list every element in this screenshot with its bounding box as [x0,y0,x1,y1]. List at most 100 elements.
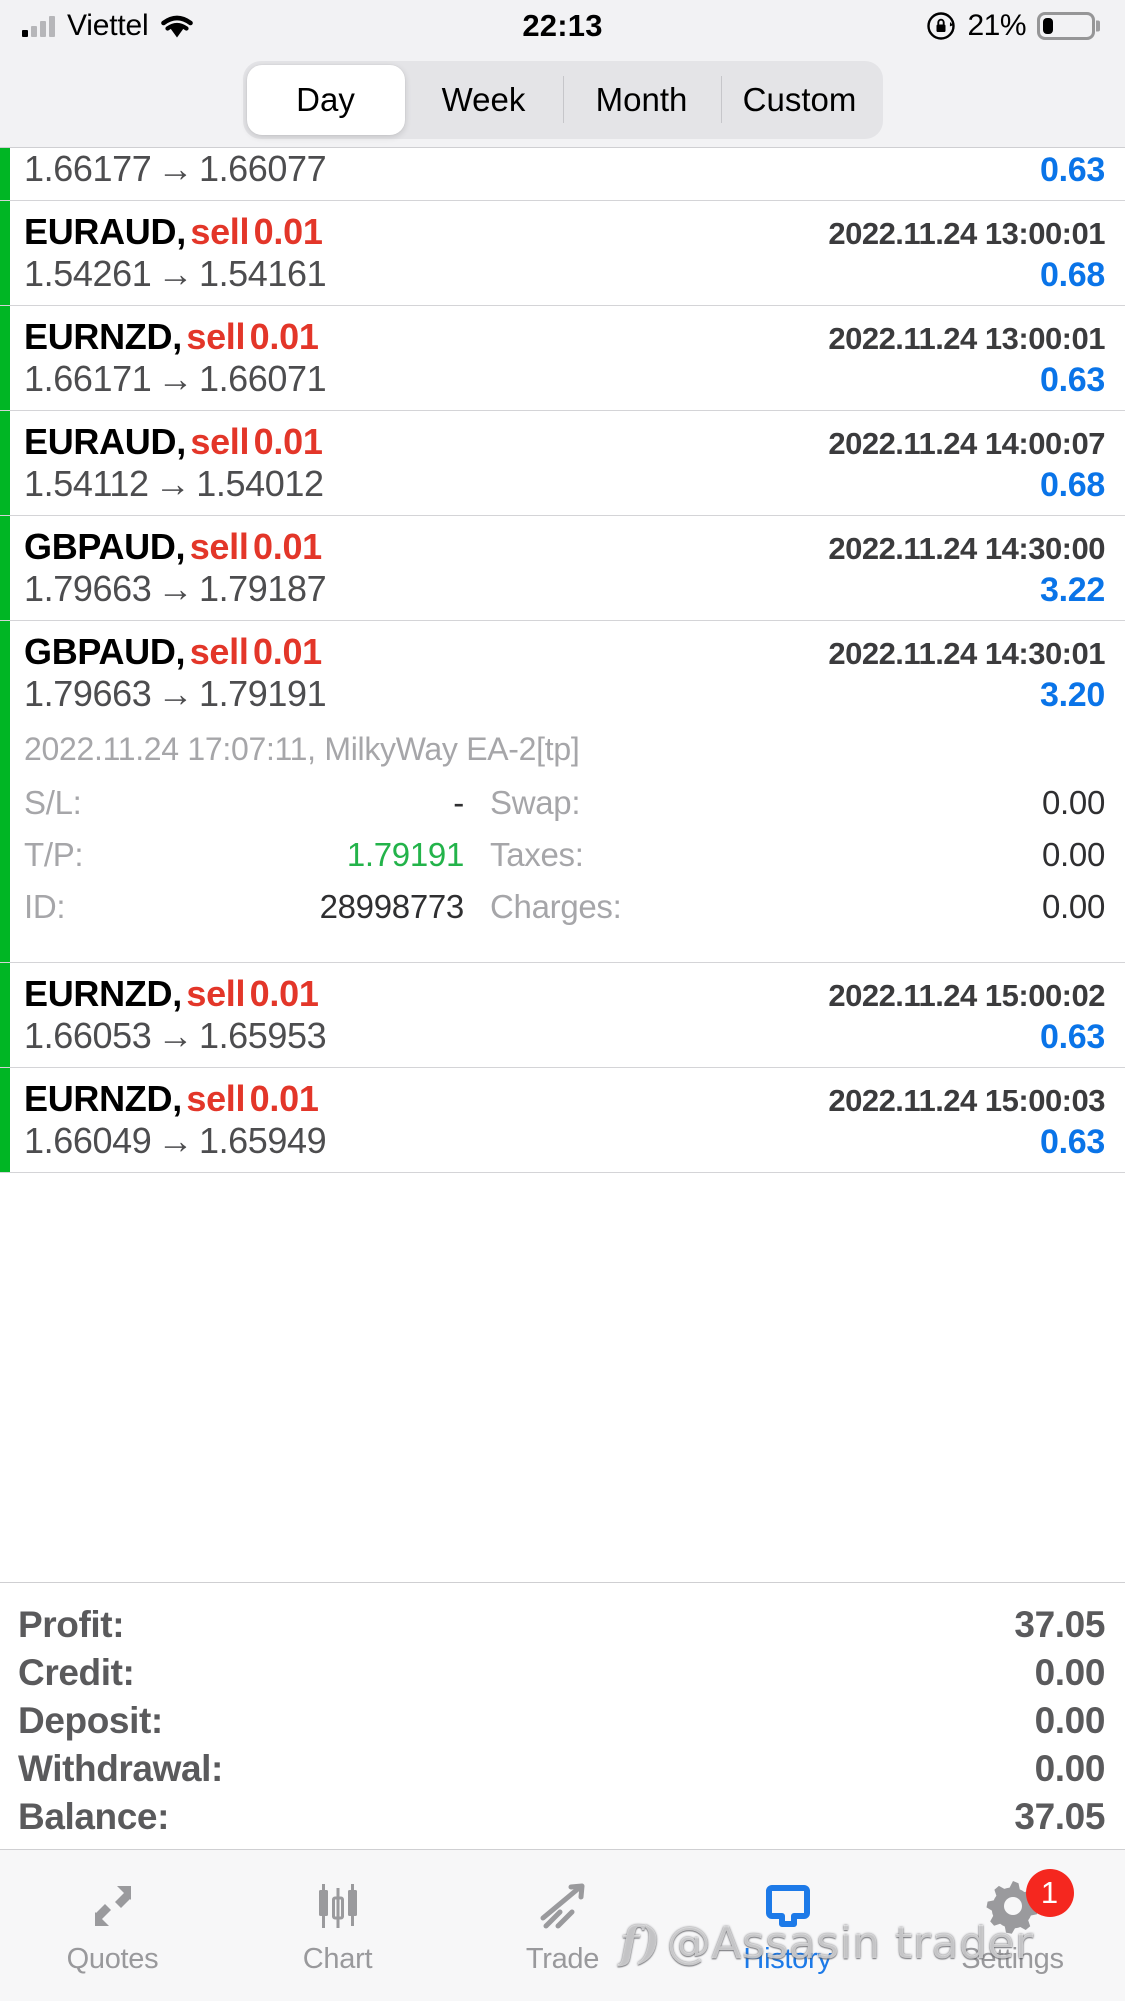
deal-price-row: 1.66171 → 1.66071 0.63 [24,358,1105,400]
deal-header-row: GBPAUD, sell 0.01 2022.11.24 14:30:00 [24,526,1105,568]
deal-price-row: 1.66177 → 1.66077 0.63 [24,148,1105,190]
status-bar-clock: 22:13 [522,8,603,43]
swap-label: Swap: [490,784,581,821]
history-icon [758,1875,818,1937]
summary-label: Balance: [18,1796,170,1837]
summary-label: Credit: [18,1652,135,1693]
rotation-lock-icon [926,11,956,41]
tab-history-label: History [743,1943,832,1975]
deal-time: 2022.11.24 15:00:03 [828,1083,1105,1118]
quotes-arrows-icon [83,1875,143,1937]
deal-prices: 1.66049 → 1.65949 [24,1120,327,1161]
deal-profit: 3.22 [1040,571,1105,609]
deal-symbol-side: GBPAUD, sell 0.01 [24,526,322,567]
period-tab-week[interactable]: Week [405,65,563,135]
deal-symbol-side: EURAUD, sell 0.01 [24,421,323,462]
settings-badge: 1 [1025,1869,1074,1917]
deal-header-row: EURAUD, sell 0.01 2022.11.24 14:00:07 [24,421,1105,463]
summary-value: 37.05 [1014,1796,1105,1837]
deal-price-row: 1.54261 → 1.54161 0.68 [24,253,1105,295]
deal-header-row: GBPAUD, sell 0.01 2022.11.24 14:30:01 [24,631,1105,673]
table-row[interactable]: EURNZD, sell 0.01 2022.11.24 15:00:02 1.… [0,963,1125,1068]
id-value: 28998773 [319,888,465,925]
deal-prices: 1.66171 → 1.66071 [24,358,327,399]
deal-symbol-side: EURAUD, sell 0.01 [24,211,323,252]
charges-label: Charges: [490,888,622,925]
deal-symbol-side: GBPAUD, sell 0.01 [24,631,322,672]
summary-value: 37.05 [1014,1604,1105,1645]
cellular-signal-icon [22,15,55,37]
deal-price-row: 1.79663 → 1.79187 3.22 [24,568,1105,610]
sl-value: - [453,784,464,821]
table-row[interactable]: EURNZD, sell 0.01 2022.11.24 13:00:01 1.… [0,306,1125,411]
summary-row-credit: Credit: 0.00 [18,1649,1105,1697]
summary-row-profit: Profit: 37.05 [18,1601,1105,1649]
period-tab-week-label: Week [441,80,526,118]
deal-symbol-side: EURNZD, sell 0.01 [24,973,319,1014]
bottom-tab-bar: Quotes Chart [0,1849,1125,2001]
summary-row-balance: Balance: 37.05 [18,1793,1105,1841]
deal-time: 2022.11.24 13:00:01 [828,216,1105,251]
deal-header-row: EURNZD, sell 0.01 2022.11.24 15:00:03 [24,1078,1105,1120]
deal-price-row: 1.54112 → 1.54012 0.68 [24,463,1105,505]
tab-settings[interactable]: 1 Settings [900,1850,1125,2001]
deal-time: 2022.11.24 14:00:07 [828,426,1105,461]
deal-price-row: 1.66053 → 1.65953 0.63 [24,1015,1105,1057]
deal-profit: 0.63 [1040,361,1105,399]
deal-detail-spacer [24,926,1105,952]
deal-price-row: 1.66049 → 1.65949 0.63 [24,1120,1105,1162]
deal-profit: 0.68 [1040,466,1105,504]
id-label: ID: [24,888,66,925]
status-bar-right: 21% [926,9,1095,43]
period-segmented-control[interactable]: Day Week Month Custom [242,60,883,139]
deal-time: 2022.11.24 14:30:00 [828,531,1105,566]
candlestick-icon [308,1875,368,1937]
trend-arrow-icon [533,1875,593,1937]
deal-prices: 1.54261 → 1.54161 [24,253,327,294]
deal-detail-panel: 2022.11.24 17:07:11, MilkyWay EA-2[tp] S… [24,715,1105,952]
table-row[interactable]: EURAUD, sell 0.01 2022.11.24 14:00:07 1.… [0,411,1125,516]
period-filter-bar: Day Week Month Custom [0,52,1125,147]
period-tab-month[interactable]: Month [562,65,721,135]
table-row[interactable]: 1.66177 → 1.66077 0.63 [0,148,1125,201]
deal-price-row: 1.79663 → 1.79191 3.20 [24,673,1105,715]
table-row[interactable]: EURNZD, sell 0.01 2022.11.24 15:00:03 1.… [0,1068,1125,1173]
deal-time: 2022.11.24 14:30:01 [828,636,1105,671]
swap-value: 0.00 [1041,784,1105,821]
deal-history-list[interactable]: 1.66177 → 1.66077 0.63 EURAUD, sell 0.01 2… [0,147,1125,1582]
deal-detail-grid: S/L: - Swap: 0.00 T/P: 1.79191 Taxes: 0.… [24,784,1105,926]
carrier-name: Viettel [67,9,149,42]
tab-chart-label: Chart [302,1943,373,1975]
deal-symbol-side: EURNZD, sell 0.01 [24,1078,319,1119]
tp-label: T/P: [24,836,84,873]
wifi-icon [160,13,194,39]
period-tab-custom[interactable]: Custom [720,65,879,135]
sl-label: S/L: [24,784,82,821]
tab-chart[interactable]: Chart [225,1850,450,2001]
summary-row-withdrawal: Withdrawal: 0.00 [18,1745,1105,1793]
charges-value: 0.00 [1041,888,1105,925]
tab-history[interactable]: History [675,1850,900,2001]
table-row[interactable]: GBPAUD, sell 0.01 2022.11.24 14:30:00 1.… [0,516,1125,621]
battery-percent: 21% [967,9,1026,42]
deal-header-row: EURNZD, sell 0.01 2022.11.24 13:00:01 [24,316,1105,358]
tab-quotes[interactable]: Quotes [0,1850,225,2001]
status-bar: Viettel 22:13 21% [0,0,1125,52]
deal-profit: 0.63 [1040,1123,1105,1161]
tab-trade[interactable]: Trade [450,1850,675,2001]
period-tab-month-label: Month [595,80,688,118]
period-tab-day-label: Day [296,80,355,118]
deal-symbol-side: EURNZD, sell 0.01 [24,316,319,357]
table-row-expanded[interactable]: GBPAUD, sell 0.01 2022.11.24 14:30:01 1.… [0,621,1125,963]
summary-label: Profit: [18,1604,125,1645]
deal-profit: 3.20 [1040,676,1105,714]
deal-header-row: EURNZD, sell 0.01 2022.11.24 15:00:02 [24,973,1105,1015]
table-row[interactable]: EURAUD, sell 0.01 2022.11.24 13:00:01 1.… [0,201,1125,306]
deal-detail-header: 2022.11.24 17:07:11, MilkyWay EA-2[tp] [24,731,580,767]
deal-prices: 1.66053 → 1.65953 [24,1015,327,1056]
period-tab-day[interactable]: Day [246,64,405,135]
deal-time: 2022.11.24 15:00:02 [828,978,1105,1013]
tp-value: 1.79191 [346,836,464,873]
summary-value: 0.00 [1034,1700,1106,1741]
